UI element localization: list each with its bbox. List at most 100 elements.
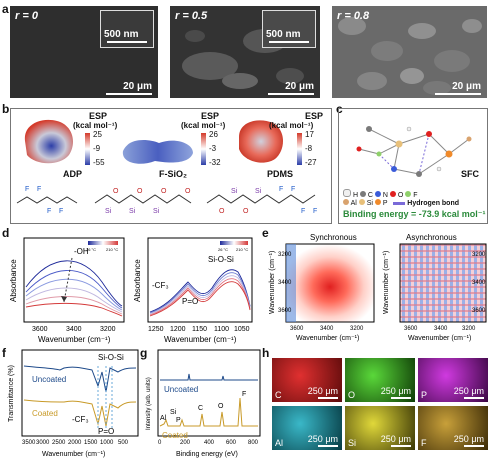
r-label: r = 0.8 — [337, 10, 370, 22]
ftir-sio-chart: 26 °C 210 °C Si-O-Si -CF₃ P=O Absorbance… — [133, 237, 253, 344]
r-label: r = 0.5 — [175, 10, 208, 22]
hbond-swatch — [393, 201, 406, 205]
eds-scale-label: 250 μm — [453, 434, 484, 444]
atom-f-swatch — [405, 191, 412, 197]
eds-map-al: Al 250 μm — [272, 406, 342, 450]
eds-map-o: O 250 μm — [345, 358, 415, 402]
po-annotation: P=O — [98, 427, 114, 436]
svg-text:Si: Si — [129, 208, 136, 215]
trend-arrow — [63, 257, 73, 303]
uncoated-curve — [23, 365, 137, 393]
cf3-annotation: -CF₃ — [72, 415, 89, 424]
x-tick: 800 — [248, 440, 259, 446]
uncoated-spectrum — [160, 373, 258, 381]
svg-text:F: F — [25, 186, 29, 193]
temp-high: 210 °C — [236, 247, 248, 252]
eds-element-label: O — [348, 390, 356, 400]
esp-mid: -8 — [305, 144, 313, 153]
panel-label-h: h — [262, 346, 270, 360]
atom-o-label: O — [397, 192, 404, 199]
async-map: Asynchronous Wavenumber (cm⁻¹) 3200 3400… — [383, 233, 487, 342]
atom-al-label: Al — [350, 200, 357, 207]
svg-text:F: F — [291, 186, 295, 193]
x-tick: 3600 — [290, 326, 304, 332]
esp-colorbar — [85, 133, 90, 165]
temp-low: 26 °C — [86, 247, 96, 252]
y-tick: 3400 — [278, 280, 292, 286]
eds-map-p: P 250 μm — [418, 358, 488, 402]
sem-image-r0: r = 0 500 nm 20 μm — [10, 6, 158, 98]
cf3-annotation: -CF₃ — [152, 281, 169, 290]
eds-scale-bar — [391, 397, 411, 399]
series-label: Coated — [162, 431, 188, 440]
x-tick: 3200 — [462, 326, 476, 332]
x-tick: 3400 — [66, 326, 82, 333]
y-axis-label: Absorbance — [133, 259, 142, 302]
eds-element-label: Al — [275, 438, 284, 448]
y-tick: 3200 — [278, 252, 292, 258]
eds-scale-bar — [391, 445, 411, 447]
esp-colorbar — [297, 133, 302, 165]
plot-frame — [157, 349, 261, 437]
x-tick: 0 — [158, 440, 162, 446]
eds-map-f: F 250 μm — [418, 406, 488, 450]
x-tick: 3500 — [22, 440, 36, 446]
svg-text:O: O — [219, 208, 225, 215]
x-tick: 3200 — [350, 326, 364, 332]
series-label: Uncoated — [32, 375, 66, 384]
sync-edge — [286, 244, 296, 322]
atom-p-label: P — [382, 200, 388, 207]
esp-label: ESP — [305, 111, 324, 121]
sync-map: Synchronous Wavenumber (cm⁻¹) 3200 3400 … — [269, 233, 375, 342]
esp-mid: -9 — [93, 144, 101, 153]
eds-scale-label: 250 μm — [380, 386, 411, 396]
sio-annotation: Si-O-Si — [208, 255, 234, 264]
eds-map-si: Si 250 μm — [345, 406, 415, 450]
peak-label: Al — [160, 415, 167, 422]
esp-label: ESP — [89, 111, 108, 121]
peak-label: P — [176, 417, 181, 424]
molecule-name: PDMS — [267, 169, 294, 179]
esp-molecule-pdms — [239, 120, 283, 163]
esp-min: -32 — [209, 158, 221, 167]
panel-label-g: g — [140, 346, 148, 360]
svg-text:F: F — [59, 208, 63, 215]
temp-low: 26 °C — [218, 247, 228, 252]
atom-c-swatch — [359, 191, 366, 197]
x-tick: 1200 — [170, 326, 186, 333]
temp-colorbar — [88, 241, 118, 245]
svg-text:F: F — [47, 208, 51, 215]
esp-max: 25 — [93, 130, 102, 139]
x-tick: 200 — [180, 440, 191, 446]
scale-label: 20 μm — [452, 81, 481, 92]
svg-text:F: F — [279, 186, 283, 193]
panel-label-d: d — [2, 226, 10, 240]
atom-n-label: N — [382, 192, 388, 199]
inset-scale-label: 500 nm — [266, 29, 301, 40]
atom-f-label: F — [413, 192, 418, 199]
x-axis-label: Wavenumber (cm⁻¹) — [42, 451, 105, 458]
esp-label: ESP — [201, 111, 220, 121]
y-tick: 3400 — [472, 280, 486, 286]
svg-text:O: O — [113, 188, 119, 195]
sem-texture — [332, 6, 487, 98]
panel-label-a: a — [2, 2, 9, 16]
eds-element-label: P — [421, 390, 428, 400]
svg-text:F: F — [301, 208, 305, 215]
svg-text:O: O — [161, 188, 167, 195]
peak-label: F — [242, 391, 246, 398]
svg-text:F: F — [313, 208, 317, 215]
peak-label: Si — [170, 409, 177, 416]
atom-h-swatch — [343, 189, 351, 197]
panel-label-e: e — [262, 226, 269, 240]
coated-curve — [23, 399, 137, 427]
atom-h-label: H — [352, 192, 359, 199]
sync-heatmap — [285, 243, 375, 323]
eds-scale-label: 250 μm — [307, 386, 338, 396]
svg-text:O: O — [185, 188, 191, 195]
y-axis-label: Absorbance — [9, 259, 18, 302]
y-tick: 3200 — [472, 252, 486, 258]
y-tick: 3600 — [472, 308, 486, 314]
atom-si-label: Si — [366, 200, 373, 207]
atom-si-swatch — [358, 199, 365, 205]
